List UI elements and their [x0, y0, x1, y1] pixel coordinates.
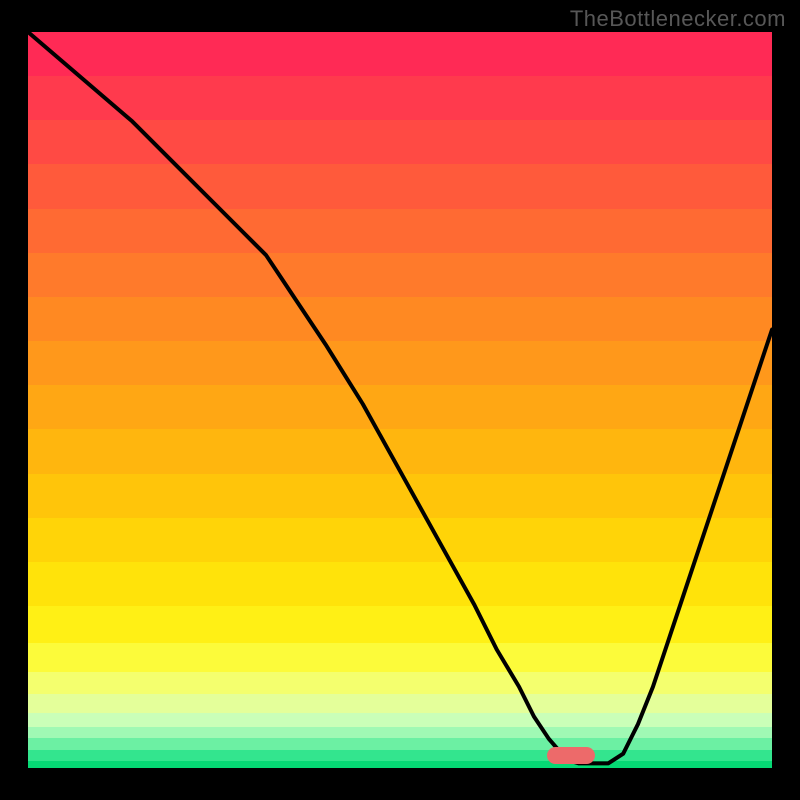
chart-canvas: TheBottlenecker.com: [0, 0, 800, 800]
watermark-text: TheBottlenecker.com: [570, 6, 786, 32]
minimum-marker: [547, 747, 595, 764]
bottleneck-curve: [28, 32, 772, 776]
plot-area: [28, 32, 772, 768]
